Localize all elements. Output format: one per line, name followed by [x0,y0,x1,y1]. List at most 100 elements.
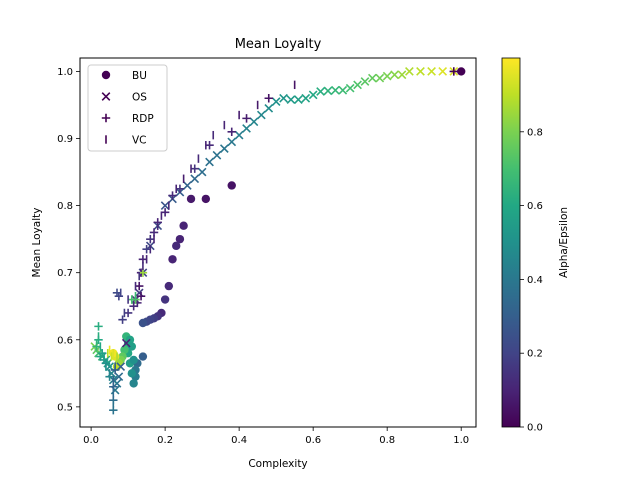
point-os [256,110,266,120]
x-axis-label: Complexity [248,458,307,470]
y-tick-label: 0.8 [57,201,73,212]
point-bu [120,345,129,355]
point-bu [456,67,466,76]
legend-label-bu: BU [132,70,147,82]
point-rdp [168,191,177,200]
point-rdp [449,67,458,76]
point-rdp [136,291,146,301]
colorbar-tick-label: 0.6 [527,201,543,212]
colorbar-gradient [501,57,521,428]
point-os [197,167,207,177]
point-bu [227,181,236,190]
point-os [416,67,425,76]
point-os [160,201,170,210]
point-bu [172,241,181,251]
y-tick-label: 0.9 [57,134,73,145]
chart-title: Mean Loyalty [235,37,322,52]
point-bu [168,255,177,264]
point-bu [127,369,137,378]
point-bu [164,281,174,291]
point-os [368,73,377,83]
point-os [338,85,348,95]
point-os [234,130,244,140]
point-rdp [175,184,185,194]
point-bu [129,379,138,388]
colorbar-tick-label: 0.8 [527,127,543,138]
point-os [116,362,126,371]
point-bu [138,352,148,361]
point-rdp [160,208,170,217]
point-os [301,93,311,103]
point-os [353,80,362,90]
point-os [438,67,448,76]
point-rdp [129,302,138,311]
point-os [323,86,333,96]
data-points [90,67,466,415]
point-rdp [123,308,133,318]
point-rdp [227,127,236,136]
point-bu [201,194,211,204]
point-os [427,67,436,76]
point-os [405,67,414,76]
legend-label-vc: VC [132,135,147,147]
point-rdp [242,114,251,123]
y-tick-label: 0.7 [57,268,73,279]
point-os [212,150,222,160]
point-bu [127,342,137,351]
point-os [397,70,407,80]
point-os [390,70,399,80]
colorbar-tick-label: 0.4 [527,275,543,286]
colorbar: 0.0 0.2 0.4 0.6 0.8 Alpha/Epsilon [501,57,570,434]
point-bu [175,234,185,244]
point-rdp [118,315,127,324]
colorbar-label: Alpha/Epsilon [558,207,570,278]
legend-label-os: OS [132,92,147,104]
point-os [330,85,340,95]
point-bu [138,318,148,328]
point-os [205,157,214,167]
y-tick-label: 0.6 [57,335,73,346]
point-rdp [205,141,214,150]
point-rdp [142,245,151,254]
point-rdp [190,164,199,173]
y-axis: 0.5 0.6 0.7 0.8 0.9 1.0 [57,67,80,413]
point-os [264,103,274,113]
point-rdp [146,234,155,244]
point-os [121,338,131,348]
point-os [382,71,392,81]
colorbar-tick-label: 0.0 [527,423,543,434]
y-tick-label: 1.0 [57,67,73,78]
point-os [219,144,229,153]
x-axis: 0.0 0.2 0.4 0.6 0.8 1.0 [83,427,469,446]
point-rdp [135,281,144,291]
legend-label-rdp: RDP [132,113,154,125]
legend-box [87,64,168,152]
point-rdp [264,94,273,103]
point-bu [160,295,170,304]
point-os [114,372,124,382]
y-axis-label: Mean Loyalty [31,208,43,278]
point-bu [186,194,196,204]
point-os [360,77,370,86]
point-os [227,137,237,147]
point-os [242,124,251,133]
point-rdp [94,322,103,331]
point-os [182,181,192,190]
point-os [293,95,303,104]
x-tick-label: 0.8 [379,435,395,446]
x-tick-label: 0.6 [305,435,321,446]
point-os [190,174,200,184]
point-os [345,83,355,93]
x-tick-label: 0.2 [157,435,173,446]
legend-marker-os [101,92,111,101]
point-bu [129,355,138,365]
point-os [316,87,325,96]
x-tick-label: 0.4 [231,435,247,446]
point-os [279,93,288,103]
point-os [249,117,259,127]
x-tick-label: 1.0 [453,435,469,446]
point-os [286,95,296,104]
legend-marker-rdp [101,113,111,123]
point-os [271,97,281,106]
